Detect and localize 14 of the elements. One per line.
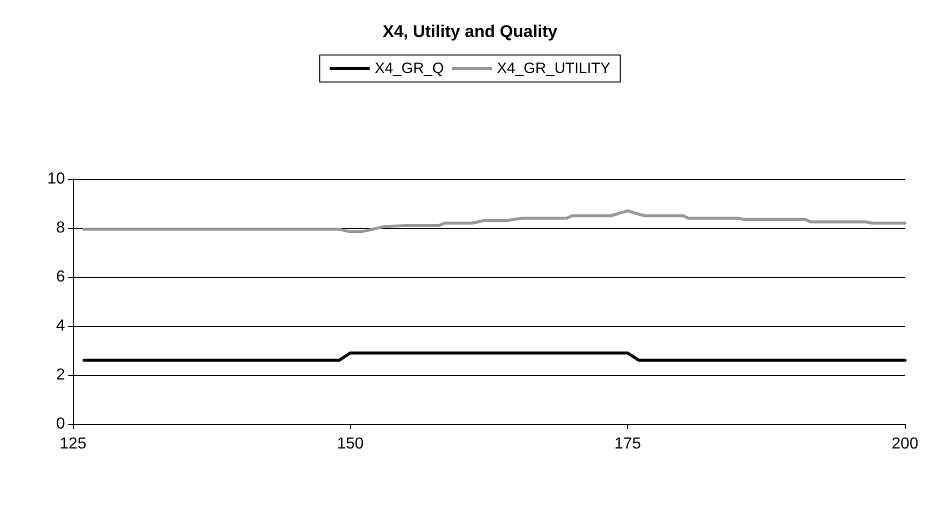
x-tick-label: 200 (892, 436, 918, 452)
x-tick-label: 175 (614, 436, 642, 452)
y-tick-label: 0 (56, 416, 66, 432)
legend-label: X4_GR_UTILITY (496, 60, 610, 77)
chart-title: X4, Utility and Quality (382, 22, 558, 41)
x-tick-label: 125 (60, 436, 86, 452)
y-tick-label: 6 (56, 268, 66, 286)
line-series (82, 209, 906, 234)
x-tick-label: 150 (336, 436, 364, 452)
y-tick-label: 2 (56, 366, 66, 384)
y-tick-label: 8 (56, 220, 66, 236)
y-tick-label: 10 (47, 170, 66, 188)
y-tick-label: 4 (56, 318, 66, 334)
legend-label: X4_GR_Q (374, 60, 444, 77)
